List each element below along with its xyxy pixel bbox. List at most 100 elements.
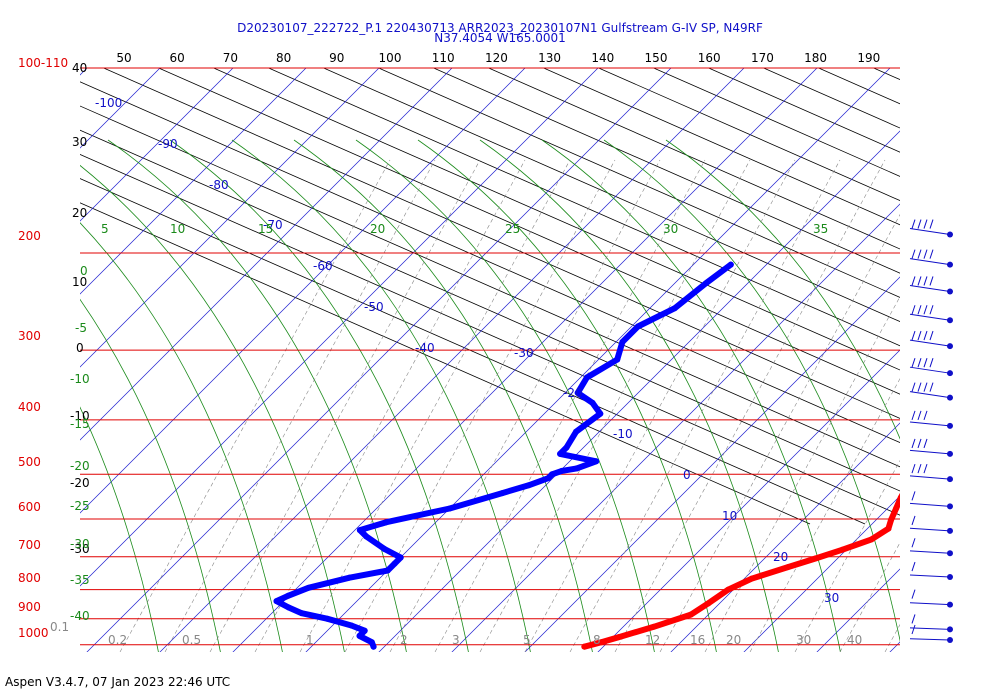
moist-adiabat-label: -40 bbox=[70, 609, 90, 623]
dewpoint-profile-point bbox=[363, 533, 370, 540]
wind-barb-staff bbox=[909, 449, 951, 455]
wind-barb-flag bbox=[911, 463, 916, 474]
wind-barb-dot bbox=[947, 626, 953, 633]
mixing-ratio-label: 0.1 bbox=[50, 620, 69, 634]
wind-barb-flag bbox=[917, 305, 922, 315]
temperature-profile-point bbox=[615, 634, 622, 641]
wind-barb bbox=[909, 330, 953, 350]
isotherm-line bbox=[895, 0, 1000, 700]
dry-adiabat-line bbox=[872, 68, 900, 81]
dewpoint-profile-point bbox=[563, 444, 570, 451]
moist-adiabat-line bbox=[80, 406, 159, 652]
moist-adiabat-line bbox=[80, 164, 345, 652]
mixing-ratio-line bbox=[119, 159, 391, 652]
dewpoint-profile-point bbox=[525, 482, 532, 489]
dewpoint-profile-point bbox=[285, 592, 292, 599]
temperature-profile-point bbox=[987, 430, 993, 436]
dry-adiabat-line bbox=[102, 68, 900, 419]
top-temperature-label: 190 bbox=[857, 51, 880, 65]
wind-barb bbox=[909, 561, 953, 581]
dry-adiabat-line bbox=[80, 81, 900, 444]
wind-barb-staff bbox=[909, 313, 951, 321]
temperature-profile-point bbox=[897, 494, 900, 501]
wind-barb-dot bbox=[947, 261, 953, 268]
top-temperature-label: 170 bbox=[751, 51, 774, 65]
temperature-profile-point bbox=[581, 643, 588, 650]
wind-barb bbox=[909, 410, 953, 429]
wind-barb-dot bbox=[947, 637, 953, 643]
dewpoint-profile-point bbox=[557, 450, 564, 457]
top-temperature-label: 100 bbox=[379, 51, 402, 65]
temperature-profile-point bbox=[687, 611, 694, 618]
isotherm-label: -80 bbox=[209, 178, 229, 192]
wind-barb-flag bbox=[923, 305, 928, 315]
pressure-label: 200 bbox=[18, 229, 41, 243]
dewpoint-profile-point bbox=[727, 261, 734, 268]
wind-barb-flag bbox=[911, 561, 916, 572]
mixing-ratio-label: 0.2 bbox=[108, 633, 127, 647]
temperature-profile-point bbox=[748, 575, 755, 582]
moist-adiabat-line bbox=[479, 139, 779, 652]
left-scale-label: 0 bbox=[76, 341, 84, 355]
isotherm-line bbox=[378, 130, 900, 652]
dewpoint-profile-point bbox=[324, 615, 331, 622]
mixing-ratio-label: 2 bbox=[400, 633, 408, 647]
isobar-lines bbox=[80, 67, 900, 646]
isotherm-line bbox=[159, 68, 745, 652]
temperature-profile-line bbox=[581, 492, 900, 650]
dry-adiabat-line bbox=[817, 68, 900, 105]
dry-adiabat-line bbox=[212, 68, 900, 371]
sounding-profiles bbox=[273, 261, 993, 650]
isotherm-label: 30 bbox=[824, 591, 839, 605]
moist-adiabat-label: -20 bbox=[70, 459, 90, 473]
dry-adiabat-line bbox=[377, 68, 900, 298]
dewpoint-profile-point bbox=[574, 389, 581, 396]
wind-barb-flag bbox=[923, 219, 928, 229]
isotherm-line bbox=[80, 68, 599, 587]
temperature-profile-point bbox=[985, 438, 991, 444]
isotherm-label: -30 bbox=[514, 346, 534, 360]
top-temperature-label: 60 bbox=[170, 51, 185, 65]
isotherm-label: -50 bbox=[364, 300, 384, 314]
dry-adiabat-line bbox=[322, 68, 900, 323]
dewpoint-profile-point bbox=[383, 519, 390, 526]
moist-adiabat-label: -35 bbox=[70, 573, 90, 587]
temperature-profile-point bbox=[885, 525, 892, 532]
left-scale-label: -20 bbox=[70, 476, 90, 490]
dewpoint-profile-point bbox=[346, 574, 353, 581]
wind-barb-flag bbox=[911, 624, 916, 635]
wind-barb-flag bbox=[911, 491, 916, 501]
dry-adiabat-line bbox=[267, 68, 900, 347]
pressure-label: 900 bbox=[18, 600, 41, 614]
top-temperature-label: 90 bbox=[329, 51, 344, 65]
wind-barb-flag bbox=[923, 358, 928, 368]
moist-adiabat-label: -5 bbox=[75, 321, 87, 335]
isotherm-label: -60 bbox=[313, 259, 333, 273]
dewpoint-profile-point bbox=[273, 598, 280, 605]
isotherm-line bbox=[86, 68, 672, 652]
wind-barb-staff bbox=[909, 527, 951, 532]
mixing-ratio-line bbox=[524, 159, 796, 652]
temperature-profile-point bbox=[705, 600, 712, 607]
wind-barb-dot bbox=[947, 370, 953, 377]
isotherm-label: 0 bbox=[683, 468, 691, 482]
wind-barb-flag bbox=[917, 219, 922, 229]
pressure-label: 1000 bbox=[18, 626, 49, 640]
dry-adiabat-line bbox=[920, 40, 1000, 524]
isotherm-line bbox=[80, 68, 526, 514]
temperature-profile-point bbox=[812, 555, 819, 562]
wind-barb-flag bbox=[923, 463, 928, 474]
pressure-label: 600 bbox=[18, 500, 41, 514]
wind-barb-flag bbox=[911, 305, 916, 315]
dewpoint-profile-point bbox=[361, 627, 368, 634]
wind-barb-flag bbox=[911, 276, 916, 286]
isotherm-line bbox=[451, 203, 900, 652]
dewpoint-profile-point bbox=[305, 584, 312, 591]
top-temperature-label: 160 bbox=[698, 51, 721, 65]
isotherm-line bbox=[524, 276, 900, 652]
mixing-ratio-label: 3 bbox=[452, 633, 460, 647]
wind-barb-flag bbox=[923, 249, 928, 259]
moist-adiabat-label: 10 bbox=[170, 222, 185, 236]
dry-adiabat-line bbox=[80, 178, 866, 525]
